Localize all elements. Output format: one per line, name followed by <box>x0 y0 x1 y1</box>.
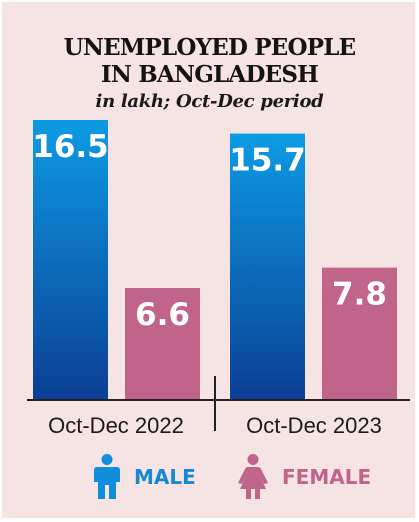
value-label-female-2: 7.8 <box>332 277 387 313</box>
bar-female-2 <box>322 267 397 400</box>
category-label-1: Oct-Dec 2022 <box>48 413 184 438</box>
bar-male-2 <box>230 133 305 401</box>
bar-male-1 <box>33 120 108 400</box>
value-label-male-2: 15.7 <box>229 143 306 179</box>
title-line-2: IN BANGLADESH <box>100 61 319 88</box>
category-label-2: Oct-Dec 2023 <box>246 413 382 438</box>
female-person-icon <box>238 454 268 499</box>
chart-subtitle: in lakh; Oct-Dec period <box>95 91 324 112</box>
value-label-female-1: 6.6 <box>135 297 190 333</box>
chart-title: UNEMPLOYED PEOPLE IN BANGLADESH <box>0 34 419 88</box>
legend-female: FEMALE <box>236 452 371 502</box>
value-label-male-1: 16.5 <box>32 129 109 165</box>
male-person-icon <box>94 454 120 499</box>
legend-male: MALE <box>92 452 196 502</box>
legend-label-female: FEMALE <box>282 465 372 489</box>
bar-female-1 <box>125 288 200 400</box>
legend-label-male: MALE <box>134 465 196 489</box>
title-line-1: UNEMPLOYED PEOPLE <box>63 34 357 61</box>
